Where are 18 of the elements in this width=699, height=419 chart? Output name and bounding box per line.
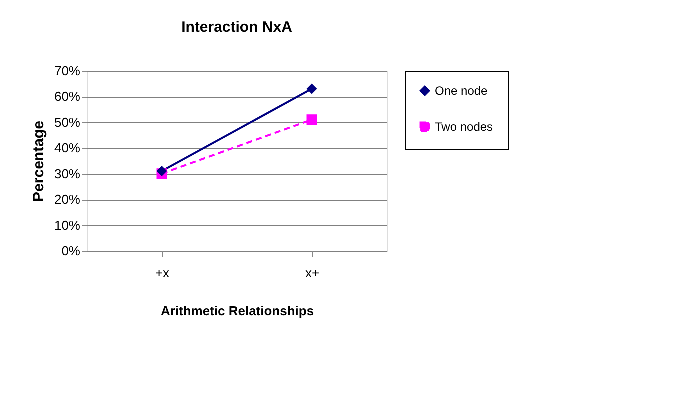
point — [306, 84, 318, 94]
y-axis-title: Percentage — [30, 121, 48, 202]
legend-label: Two nodes — [435, 120, 494, 134]
x-tick-label: x+ — [305, 266, 320, 280]
x-axis-title: Arithmetic Relationships — [160, 304, 314, 318]
y-tick-label: 0% — [62, 244, 81, 258]
point — [306, 114, 318, 126]
y-tick-label: 40% — [54, 140, 81, 156]
y-tick-label: 70% — [54, 64, 81, 78]
x-tick-label: +x — [155, 266, 170, 280]
y-tick-label: 10% — [54, 218, 81, 233]
y-tick-label: 20% — [54, 192, 81, 208]
y-tick-label: 30% — [54, 166, 81, 182]
y-tick-label: 50% — [54, 114, 81, 130]
y-tick-label: 60% — [54, 89, 81, 104]
point — [156, 166, 168, 177]
chart-title: Interaction NxA — [182, 19, 293, 36]
legend-label: One node — [435, 84, 488, 98]
